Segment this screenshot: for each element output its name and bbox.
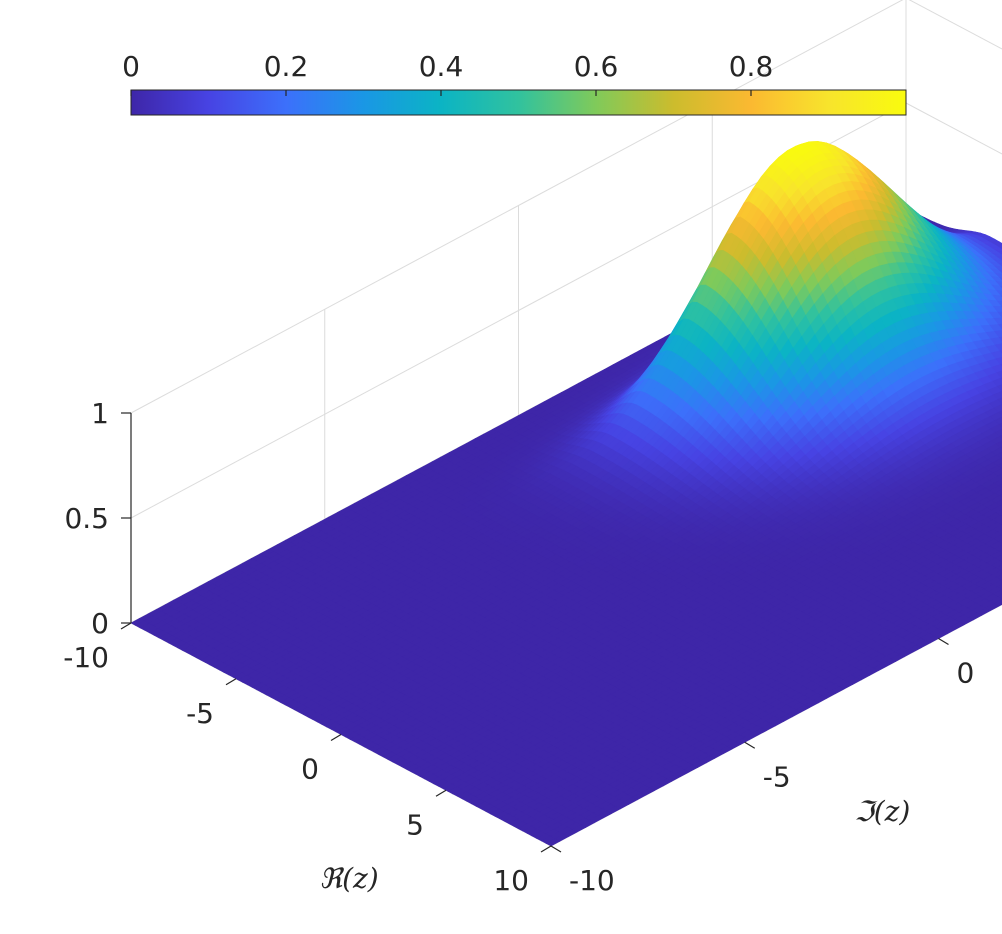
grid-line (905, 102, 1002, 155)
surface-plot (130, 141, 1002, 847)
grid-line (908, 0, 1002, 50)
grid-line (130, 0, 904, 414)
